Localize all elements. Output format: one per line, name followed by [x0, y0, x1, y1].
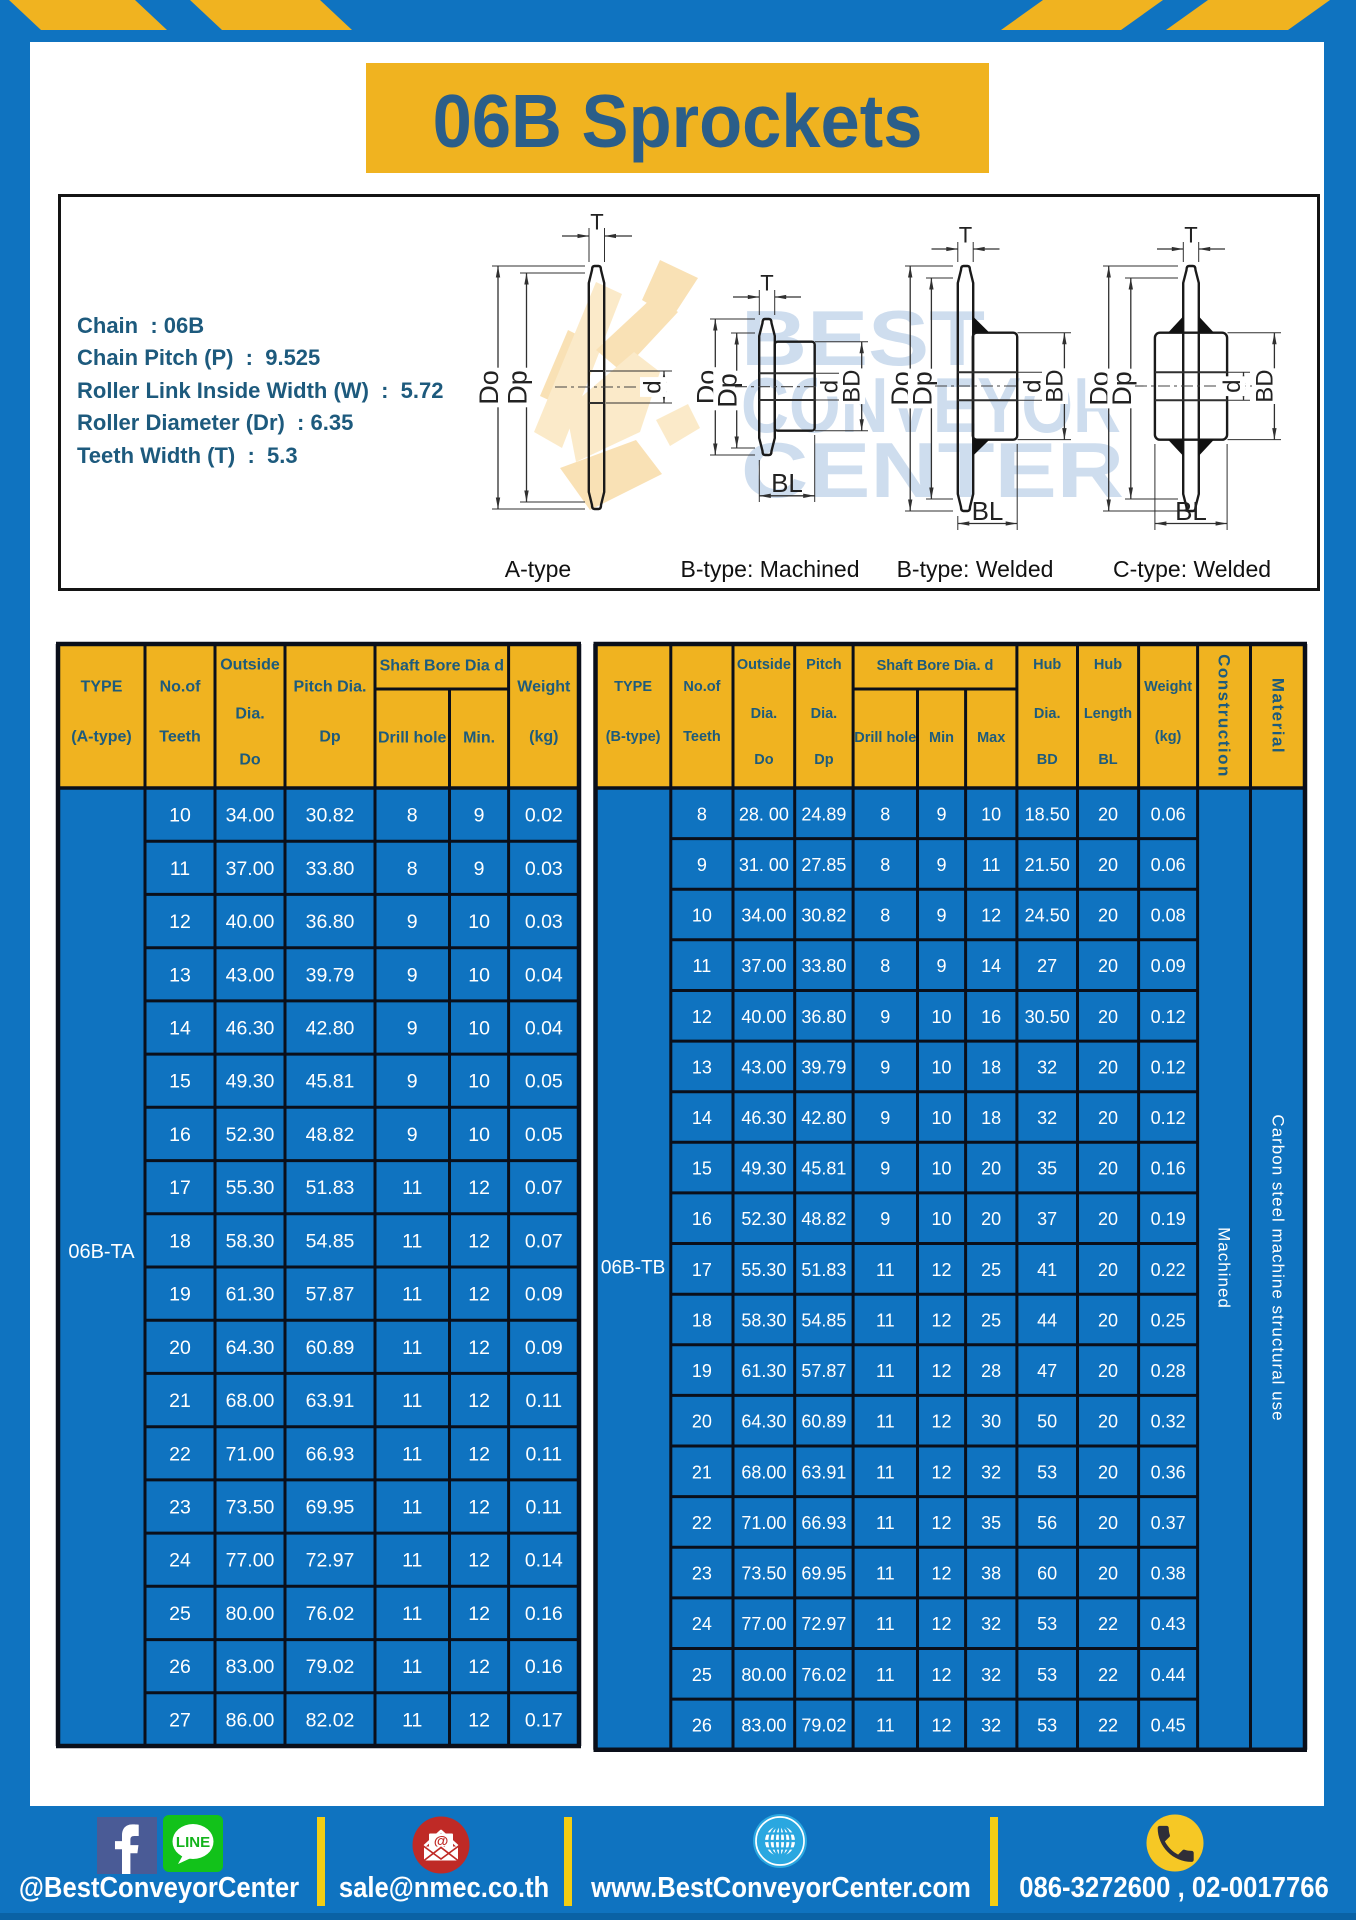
svg-text:CENTER: CENTER [741, 426, 1124, 514]
svg-text:@: @ [434, 1833, 449, 1850]
svg-text:LINE: LINE [176, 1834, 210, 1851]
